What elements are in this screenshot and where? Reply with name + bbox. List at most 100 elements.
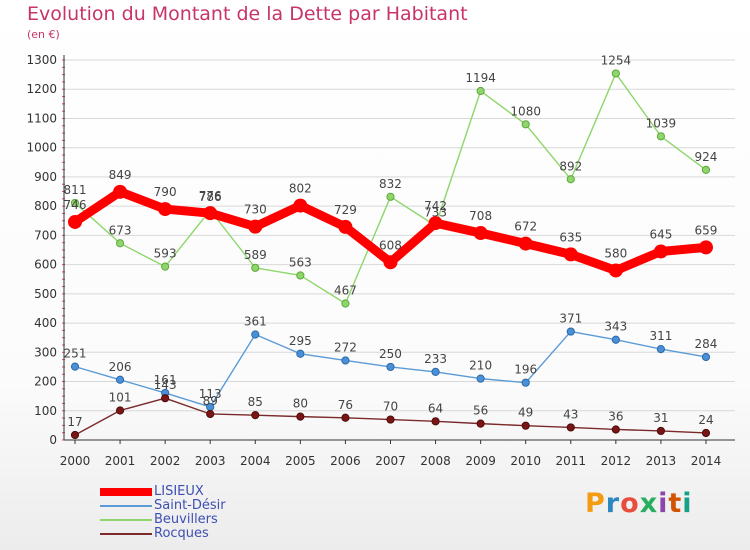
data-label: 250 xyxy=(379,347,402,361)
data-point xyxy=(251,411,260,420)
data-point xyxy=(115,375,125,384)
legend-label: Beuvillers xyxy=(154,512,218,527)
x-tick-label: 2011 xyxy=(555,454,586,468)
y-tick-label: 1200 xyxy=(26,82,57,96)
data-point xyxy=(341,299,350,308)
x-tick-label: 2003 xyxy=(195,454,226,468)
data-point xyxy=(70,198,80,208)
data-point xyxy=(701,352,711,362)
data-label: 672 xyxy=(514,220,537,234)
y-tick-label: 0 xyxy=(49,433,57,447)
data-point xyxy=(386,415,395,424)
data-label: 89 xyxy=(203,394,218,408)
data-label: 635 xyxy=(559,230,582,244)
data-label: 101 xyxy=(109,390,132,404)
data-point xyxy=(251,330,260,339)
data-label: 790 xyxy=(154,185,177,199)
legend-swatch xyxy=(100,533,152,535)
x-tick-label: 2004 xyxy=(240,454,271,468)
data-label: 1080 xyxy=(510,104,541,118)
y-tick-label: 800 xyxy=(34,199,57,213)
data-point xyxy=(203,206,218,221)
legend: LISIEUX Saint-Désir Beuvillers Rocques xyxy=(100,485,300,541)
data-point xyxy=(296,271,305,280)
data-point xyxy=(608,263,623,278)
data-label: 56 xyxy=(473,404,488,418)
data-point xyxy=(476,374,485,383)
data-point xyxy=(251,263,260,272)
data-point xyxy=(476,86,485,96)
data-point xyxy=(566,423,575,432)
data-label: 206 xyxy=(109,360,132,374)
series-saint-d-sir xyxy=(70,327,711,412)
y-tick-label: 1300 xyxy=(26,53,57,67)
data-label: 85 xyxy=(248,395,263,409)
data-label: 1194 xyxy=(465,71,496,85)
legend-item-beuvillers: Beuvillers xyxy=(100,513,300,527)
x-tick-label: 2002 xyxy=(150,454,181,468)
data-label: 64 xyxy=(428,401,443,415)
data-label: 802 xyxy=(289,182,312,196)
data-label: 786 xyxy=(199,190,222,204)
chart-title: Evolution du Montant de la Dette par Hab… xyxy=(27,3,468,25)
data-label: 196 xyxy=(514,363,537,377)
data-label: 143 xyxy=(154,378,177,392)
data-label: 729 xyxy=(334,203,357,217)
data-point xyxy=(566,327,575,336)
data-point xyxy=(431,417,440,426)
data-labels: 811 673 593 786 589 563 467 832 733 1194 1080 892 12… xyxy=(64,53,718,429)
data-label: 733 xyxy=(424,206,447,220)
y-tick-label: 700 xyxy=(34,228,57,242)
x-tick-label: 2010 xyxy=(510,454,541,468)
data-point xyxy=(383,255,398,270)
data-point xyxy=(656,132,666,141)
logo-letter: r xyxy=(605,488,621,519)
legend-label: Rocques xyxy=(154,526,209,541)
data-label: 361 xyxy=(244,314,267,328)
data-label: 811 xyxy=(64,183,87,197)
data-label: 76 xyxy=(338,398,353,412)
data-point xyxy=(428,216,443,231)
data-label: 849 xyxy=(109,168,132,182)
data-point xyxy=(476,419,485,428)
data-point xyxy=(563,247,578,262)
data-label: 272 xyxy=(334,340,357,354)
data-point xyxy=(70,362,80,371)
data-point xyxy=(386,362,395,372)
data-label: 730 xyxy=(244,203,267,217)
data-point xyxy=(115,406,125,415)
data-label: 892 xyxy=(559,159,582,173)
grid: 0 100 200 300 400 500 600 700 800 900 1000 1100 1200… xyxy=(26,53,735,447)
data-point xyxy=(656,344,666,354)
data-point xyxy=(158,202,173,217)
data-point xyxy=(341,356,350,365)
y-tick-label: 1100 xyxy=(26,111,57,125)
data-point xyxy=(473,226,488,241)
legend-label: Saint-Désir xyxy=(154,498,226,513)
data-label: 589 xyxy=(244,248,267,262)
data-point xyxy=(611,425,620,434)
y-tick-label: 300 xyxy=(34,345,57,359)
data-label: 233 xyxy=(424,352,447,366)
logo-letter: o xyxy=(620,488,640,519)
logo-letter: x xyxy=(639,488,659,519)
data-point xyxy=(431,367,440,376)
data-label: 371 xyxy=(559,312,582,326)
logo-letter: t xyxy=(668,488,683,519)
legend-swatch xyxy=(100,488,152,496)
data-label: 645 xyxy=(649,227,672,241)
data-label: 80 xyxy=(293,397,308,411)
data-label: 36 xyxy=(608,409,623,423)
data-point xyxy=(293,198,308,213)
data-point xyxy=(296,412,305,421)
y-tick-label: 500 xyxy=(34,287,57,301)
logo-letter: i xyxy=(658,488,669,519)
data-point xyxy=(70,430,80,440)
data-point xyxy=(296,349,305,358)
legend-swatch xyxy=(100,519,152,521)
data-point xyxy=(518,236,533,251)
legend-label: LISIEUX xyxy=(154,484,204,499)
data-label: 113 xyxy=(199,387,222,401)
data-label: 1039 xyxy=(646,116,677,130)
